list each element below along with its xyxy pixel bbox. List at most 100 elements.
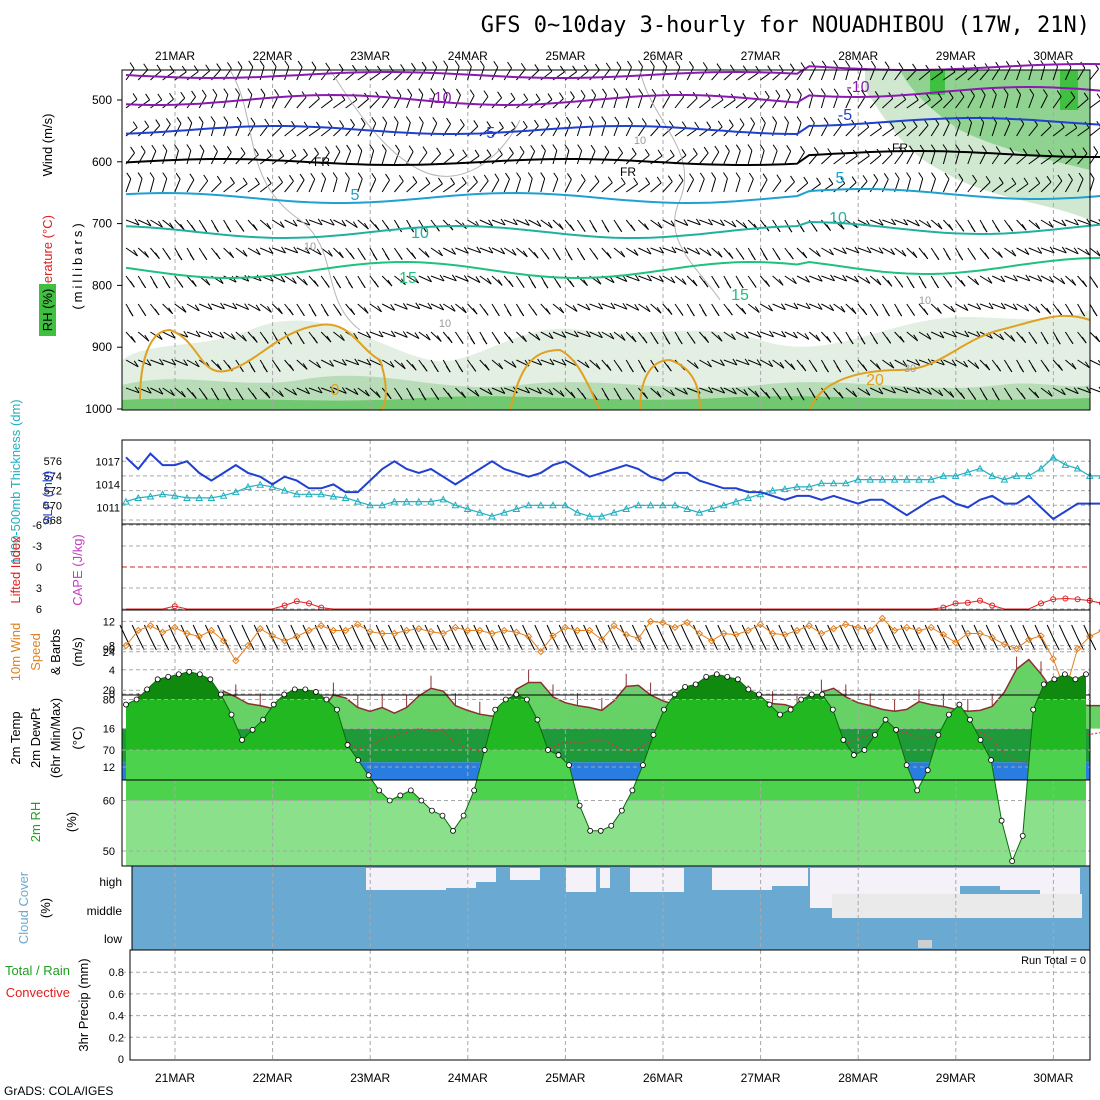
wind-barb [406,94,413,109]
wind-barb-flag [657,221,663,229]
wind-barb [662,247,677,254]
wind-barb-flag [817,303,823,310]
wind-barb-flag [395,144,400,152]
top-date-label: 27MAR [741,49,781,63]
wind-barb [1065,359,1077,370]
wind-barb [955,331,969,338]
wind-barb [955,303,969,312]
wind-barb-flag [789,63,795,70]
rh-marker [397,792,404,799]
wind-barb [638,303,651,313]
thickness-marker [219,491,228,499]
wind10-marker [707,637,716,645]
wind-barb [296,359,308,370]
wind-barb [1089,152,1099,165]
wind-barb-flag [1042,89,1048,96]
wind-barb-flag [324,146,330,153]
wind-barb [638,275,652,282]
wind-barb-flag [860,337,866,345]
wind-barb [955,179,964,193]
wind10-barb-tail [930,637,938,651]
wind-barb-flag [902,360,908,367]
wind-barb-flag [317,386,323,394]
wind-barb [516,68,526,81]
wind10-barb [839,624,847,639]
wind-barb [784,303,799,310]
wind-barb-flag [381,144,387,151]
wind-barb-flag [790,363,796,370]
precip-tick: 0 [118,1054,124,1066]
wind-barb [1065,97,1076,109]
wind-barb-flag [360,281,366,289]
wind-barb [882,359,895,369]
wind-barb [1065,219,1079,226]
wind-barb-flag [524,219,530,226]
rh-marker [967,716,973,723]
rh-marker [228,711,235,718]
wind10-marker [171,623,179,632]
wind-barb-flag [845,60,850,67]
wind-barb [918,99,931,109]
thickness-marker [536,501,545,509]
wind10-marker [854,623,862,632]
rh-label: RH (%) [40,289,55,332]
wind-barb [393,122,399,137]
wind-barb-flag [165,118,171,125]
rh-marker [1040,681,1047,688]
wind-barb-flag [689,173,694,180]
wind-barb [699,219,713,226]
wind-barb-flag [155,252,160,259]
wind-barb [149,178,155,193]
wind10-barb-tail [1040,637,1048,651]
rh-marker [429,807,435,814]
wind10-barb [1022,624,1030,639]
thickness-marker [732,497,740,505]
wind-barb-flag [226,393,232,401]
rh-marker [154,676,161,683]
wind10-marker [537,647,545,656]
wind10-marker [427,627,435,636]
wind10-barb-tail [125,637,133,651]
thickness-marker [317,490,326,498]
wind10-barb [119,624,127,639]
wind-barb-flag [628,365,634,373]
rh-tick: 70 [103,745,115,757]
wind-barb-flag [1035,222,1041,230]
wind-barb-flag [779,361,785,369]
wind10-marker [329,626,338,635]
wind-barb-flag [374,224,380,231]
wind10-barb [412,624,420,639]
wind-barb-flag [627,60,632,68]
contour-label: FR [892,141,908,155]
wind-barb [247,303,261,312]
wind10-barb [217,624,225,639]
wind-barb [406,68,416,81]
precip-tick: 0.8 [109,967,124,979]
wind10-tick: 0 [109,689,115,701]
wind-barb [1077,219,1091,226]
wind-barb-flag [415,302,421,310]
slp-tick: 1017 [96,456,120,468]
chart-title: GFS 0~10day 3-hourly for NOUADHIBOU (17W… [481,13,1090,38]
wind-barb-flag [1035,176,1041,184]
wind-barb [296,247,310,255]
wind-barb-flag [824,365,829,373]
wind10-barb-tail [772,637,780,651]
wind-barb-flag [728,252,734,259]
wind-barb-flag [878,247,884,254]
wind-barb [503,178,510,193]
wind-barb [137,126,150,137]
wind-barb-flag [534,119,539,127]
dewpt2m-label: 2m DewPt [28,708,43,768]
wind-barb-flag [385,173,390,181]
wind10-barb-tail [845,637,853,651]
wind-barb-flag [808,88,814,95]
wind-barb-flag [717,120,723,128]
wind-barb-flag [833,60,838,67]
wind-barb [845,387,857,398]
wind-barb-flag [414,332,420,339]
wind-barb [552,359,567,366]
wind-barb-flag [1081,336,1087,344]
rh-contour [229,69,721,331]
thickness-marker [195,493,204,501]
